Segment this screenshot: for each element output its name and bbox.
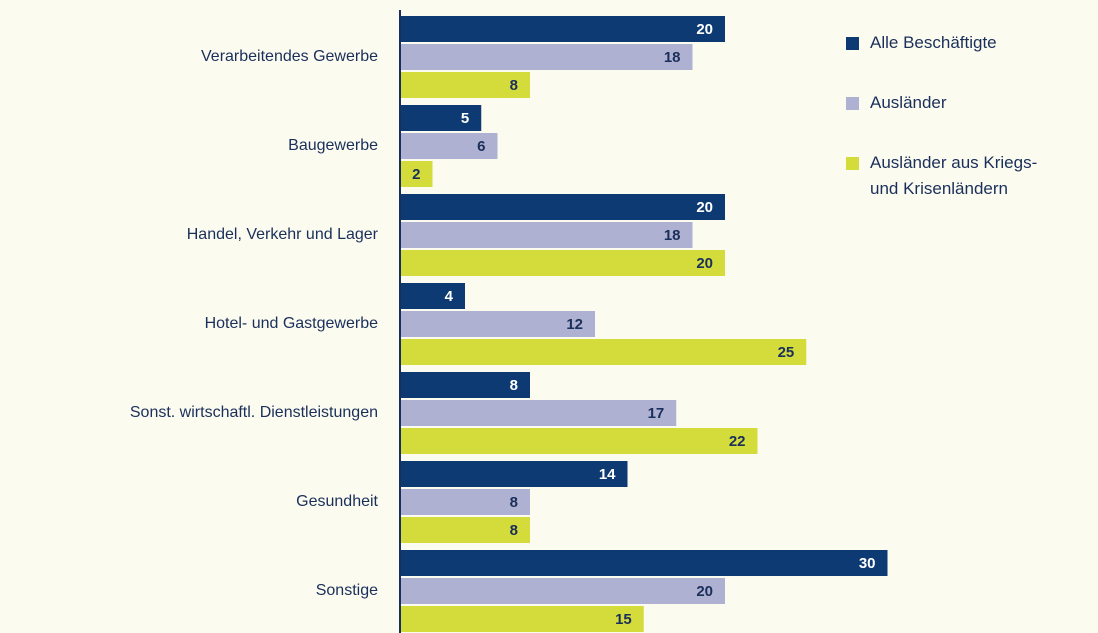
bar <box>400 72 530 98</box>
bar <box>400 517 530 543</box>
data-label: 20 <box>696 21 713 38</box>
data-label: 20 <box>696 583 713 600</box>
legend-swatch <box>846 157 859 170</box>
legend-item: Ausländer <box>846 90 1066 116</box>
data-label: 20 <box>696 255 713 272</box>
bar <box>400 283 465 309</box>
legend-item: Alle Beschäftigte <box>846 30 1066 56</box>
bar <box>400 311 595 337</box>
data-label: 8 <box>510 77 518 94</box>
data-label: 14 <box>599 466 616 483</box>
data-label: 30 <box>859 555 876 572</box>
category-label: Handel, Verkehr und Lager <box>187 226 379 243</box>
legend-swatch <box>846 97 859 110</box>
data-label: 4 <box>445 288 454 305</box>
data-label: 17 <box>648 405 665 422</box>
bar <box>400 44 693 70</box>
data-label: 8 <box>510 494 518 511</box>
data-label: 8 <box>510 522 518 539</box>
legend-label: Ausländer <box>870 93 947 112</box>
bar <box>400 339 807 365</box>
data-label: 12 <box>566 316 583 333</box>
data-label: 18 <box>664 49 681 66</box>
bar <box>400 578 725 604</box>
bar <box>400 400 677 426</box>
bar <box>400 550 888 576</box>
data-label: 20 <box>696 199 713 216</box>
bar <box>400 606 644 632</box>
legend-swatch <box>846 37 859 50</box>
bar <box>400 461 628 487</box>
bar <box>400 105 482 131</box>
bar <box>400 161 433 187</box>
bar <box>400 250 725 276</box>
legend-label: Ausländer aus Kriegs- und Krisenländern <box>870 153 1038 198</box>
bar <box>400 489 530 515</box>
category-label: Gesundheit <box>296 493 378 510</box>
data-label: 5 <box>461 110 469 127</box>
data-label: 15 <box>615 611 632 628</box>
data-label: 18 <box>664 227 681 244</box>
category-label: Verarbeitendes Gewerbe <box>201 48 378 65</box>
legend: Alle Beschäftigte Ausländer Ausländer aus … <box>846 30 1066 236</box>
legend-item: Ausländer aus Kriegs- und Krisenländern <box>846 150 1066 202</box>
bar <box>400 372 530 398</box>
bar <box>400 194 725 220</box>
category-label: Hotel- und Gastgewerbe <box>205 315 379 332</box>
bar <box>400 222 693 248</box>
category-label: Sonstige <box>316 582 378 599</box>
data-label: 8 <box>510 377 518 394</box>
bar <box>400 133 498 159</box>
data-label: 22 <box>729 433 746 450</box>
category-label: Baugewerbe <box>288 137 378 154</box>
category-label: Sonst. wirtschaftl. Dienstleistungen <box>130 404 378 421</box>
bar <box>400 16 725 42</box>
data-label: 25 <box>778 344 795 361</box>
legend-label: Alle Beschäftigte <box>870 33 997 52</box>
data-label: 6 <box>477 138 485 155</box>
data-label: 2 <box>412 166 420 183</box>
bar <box>400 428 758 454</box>
